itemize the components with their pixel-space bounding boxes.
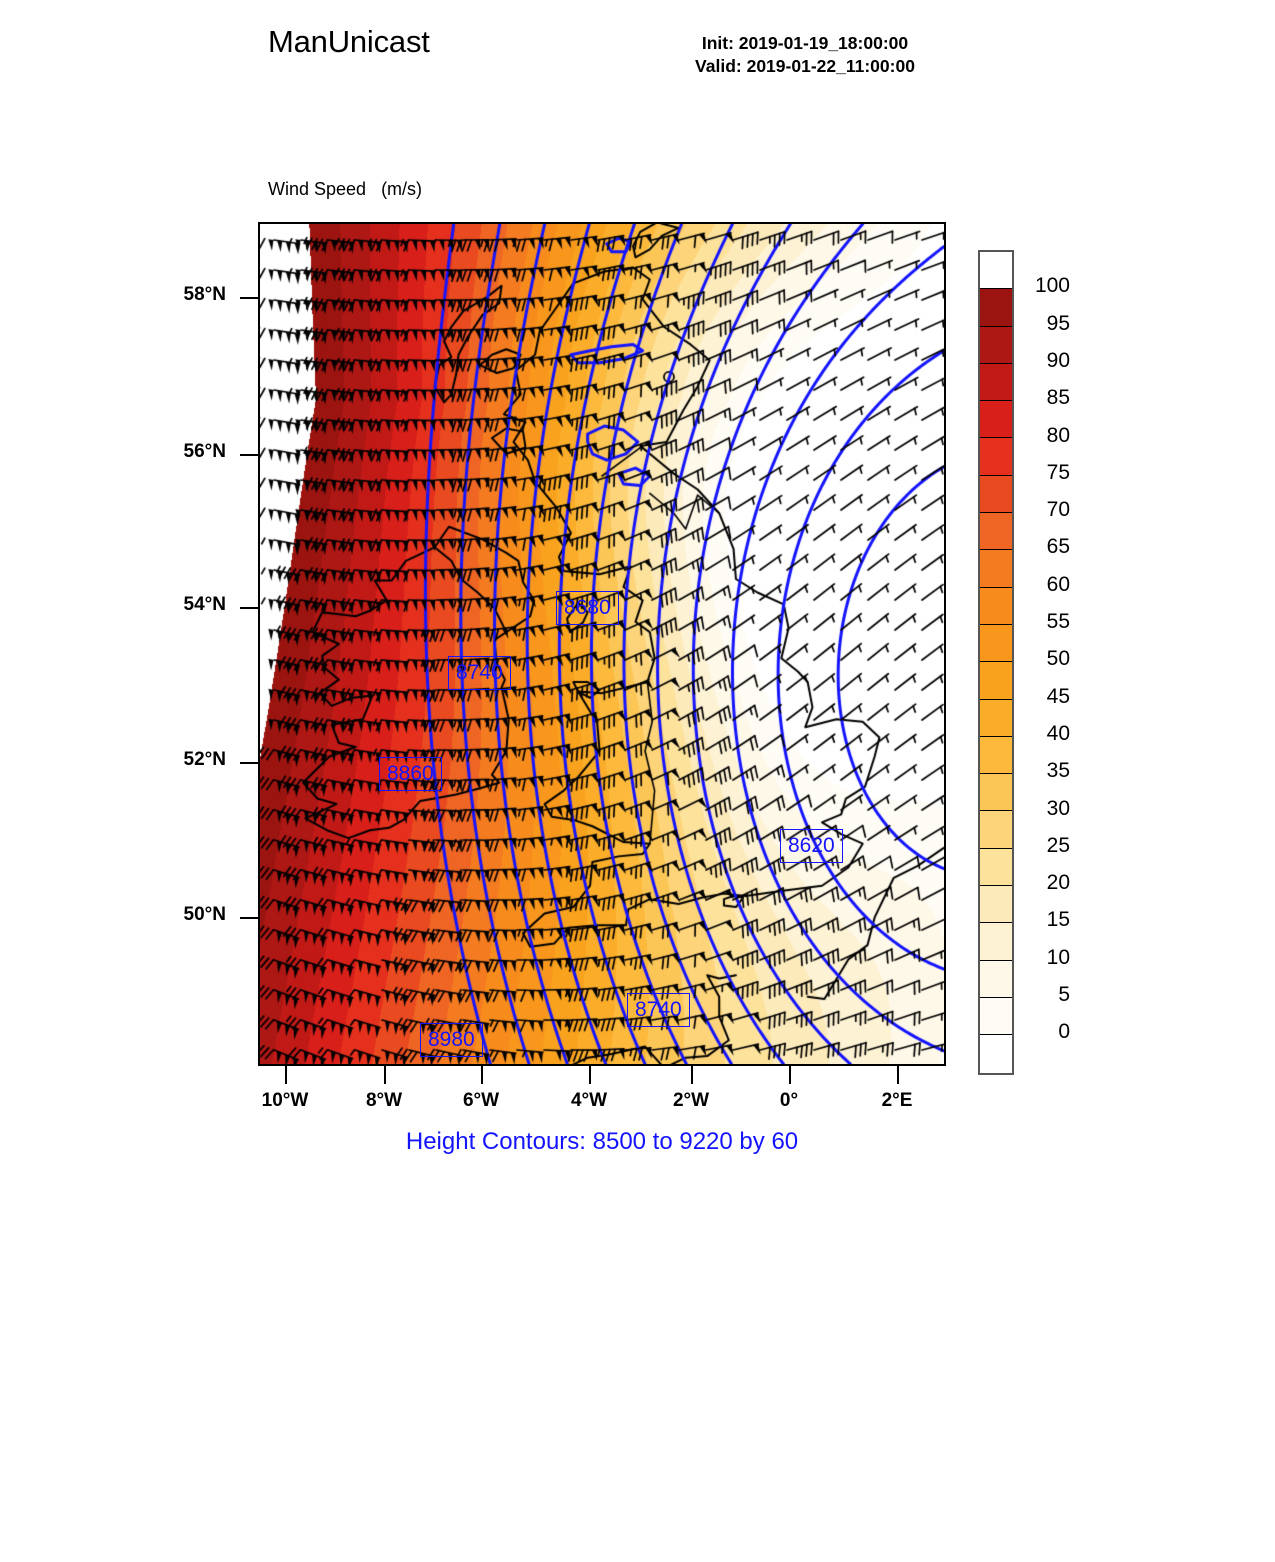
wind-speed-colorbar <box>978 250 1014 1075</box>
colorbar-swatch <box>980 699 1012 737</box>
y-axis-tick <box>240 762 258 764</box>
colorbar-tick-label: 95 <box>1046 311 1070 335</box>
colorbar-swatch <box>980 624 1012 663</box>
longitude-label: 2°E <box>881 1090 913 1111</box>
longitude-label: 2°W <box>672 1090 710 1111</box>
colorbar-swatch <box>980 662 1012 700</box>
colorbar-tick-label: 10 <box>1046 945 1070 969</box>
longitude-label: 6°W <box>462 1090 500 1111</box>
x-axis-tick <box>589 1066 591 1084</box>
latitude-label: 56°N <box>183 441 226 462</box>
colorbar-tick-label: 15 <box>1046 908 1070 932</box>
colorbar-swatch <box>980 587 1012 625</box>
longitude-label: 8°W <box>365 1090 403 1111</box>
page-title: ManUnicast <box>268 24 430 59</box>
height-contour-label: 8680 <box>556 591 619 625</box>
y-axis-tick <box>240 454 258 456</box>
y-axis-tick <box>240 297 258 299</box>
init-time-label: Init: 2019-01-19_18:00:00 <box>701 33 909 53</box>
colorbar-swatch <box>980 326 1012 364</box>
colorbar-swatch <box>980 774 1012 812</box>
colorbar-tick-label: 75 <box>1046 460 1070 484</box>
latitude-label: 52°N <box>183 749 226 770</box>
colorbar-tick-label: 30 <box>1046 796 1070 820</box>
colorbar-tick-label: 40 <box>1046 721 1070 745</box>
x-axis-tick <box>789 1066 791 1084</box>
latitude-label-wrap: 50°N <box>86 904 234 926</box>
colorbar-tick-label: 55 <box>1046 610 1070 633</box>
colorbar-tick-label: 85 <box>1046 386 1070 410</box>
colorbar-swatch <box>980 736 1012 775</box>
colorbar-swatch <box>980 289 1012 327</box>
x-axis-tick <box>384 1066 386 1084</box>
height-contour-label: 8980 <box>420 1023 483 1057</box>
latitude-label: 54°N <box>183 594 226 615</box>
colorbar-tick-label: 60 <box>1046 572 1070 596</box>
colorbar-tick-label: 65 <box>1046 535 1070 559</box>
colorbar-swatch <box>980 363 1012 402</box>
colorbar-tick-label: 100 <box>1034 274 1070 298</box>
latitude-label: 50°N <box>183 904 226 925</box>
latitude-label-wrap: 58°N <box>86 284 234 306</box>
model-run-times: Init: 2019-01-19_18:00:00 Valid: 2019-01… <box>660 32 950 79</box>
colorbar-tick-label: 70 <box>1046 498 1070 522</box>
weather-map-canvas <box>260 224 944 1064</box>
x-axis-tick <box>481 1066 483 1084</box>
contour-caption: Height Contours: 8500 to 9220 by 60 <box>405 1128 799 1155</box>
y-axis-tick <box>240 607 258 609</box>
latitude-label-wrap: 56°N <box>86 441 234 463</box>
colorbar-tick-label: 45 <box>1046 684 1070 708</box>
map-plot-area <box>258 222 946 1066</box>
colorbar-tick-label: 20 <box>1046 871 1070 895</box>
colorbar-swatch <box>980 1035 1012 1073</box>
colorbar-swatch <box>980 923 1012 961</box>
colorbar-swatch <box>980 960 1012 998</box>
x-axis-tick <box>285 1066 287 1084</box>
colorbar-swatch <box>980 513 1012 551</box>
colorbar-swatch <box>980 401 1012 439</box>
colorbar-tick-label: 90 <box>1046 348 1070 372</box>
latitude-label-wrap: 52°N <box>86 749 234 771</box>
colorbar-swatch <box>980 550 1012 588</box>
latitude-label-wrap: 54°N <box>86 594 234 616</box>
colorbar-tick-label: 25 <box>1046 833 1070 857</box>
longitude-label: 0° <box>779 1090 799 1111</box>
colorbar-swatch <box>980 811 1012 849</box>
y-axis-tick <box>240 917 258 919</box>
longitude-label: 4°W <box>570 1090 608 1111</box>
height-contour-label: 8740 <box>627 993 690 1027</box>
colorbar-swatch <box>980 475 1012 514</box>
colorbar-swatch <box>980 848 1012 887</box>
colorbar-tick-label: 0 <box>1058 1020 1070 1044</box>
height-contour-label: 8860 <box>379 757 442 791</box>
colorbar-swatch <box>980 438 1012 476</box>
colorbar-tick-label: 80 <box>1046 423 1070 447</box>
field-line-wind-speed: Wind Speed (m/s) <box>268 178 423 199</box>
colorbar-swatch <box>980 886 1012 924</box>
colorbar-swatch <box>980 252 1012 290</box>
longitude-label: 10°W <box>261 1090 309 1111</box>
x-axis-tick <box>691 1066 693 1084</box>
colorbar-tick-label: 50 <box>1046 647 1070 671</box>
height-contour-label: 8620 <box>780 829 843 863</box>
colorbar-tick-label: 35 <box>1046 759 1070 783</box>
latitude-label: 58°N <box>183 284 226 305</box>
colorbar-swatch <box>980 997 1012 1036</box>
colorbar-tick-label: 5 <box>1058 983 1070 1006</box>
height-contour-label: 8740 <box>448 656 511 690</box>
valid-time-label: Valid: 2019-01-22_11:00:00 <box>695 56 915 77</box>
x-axis-tick <box>897 1066 899 1084</box>
